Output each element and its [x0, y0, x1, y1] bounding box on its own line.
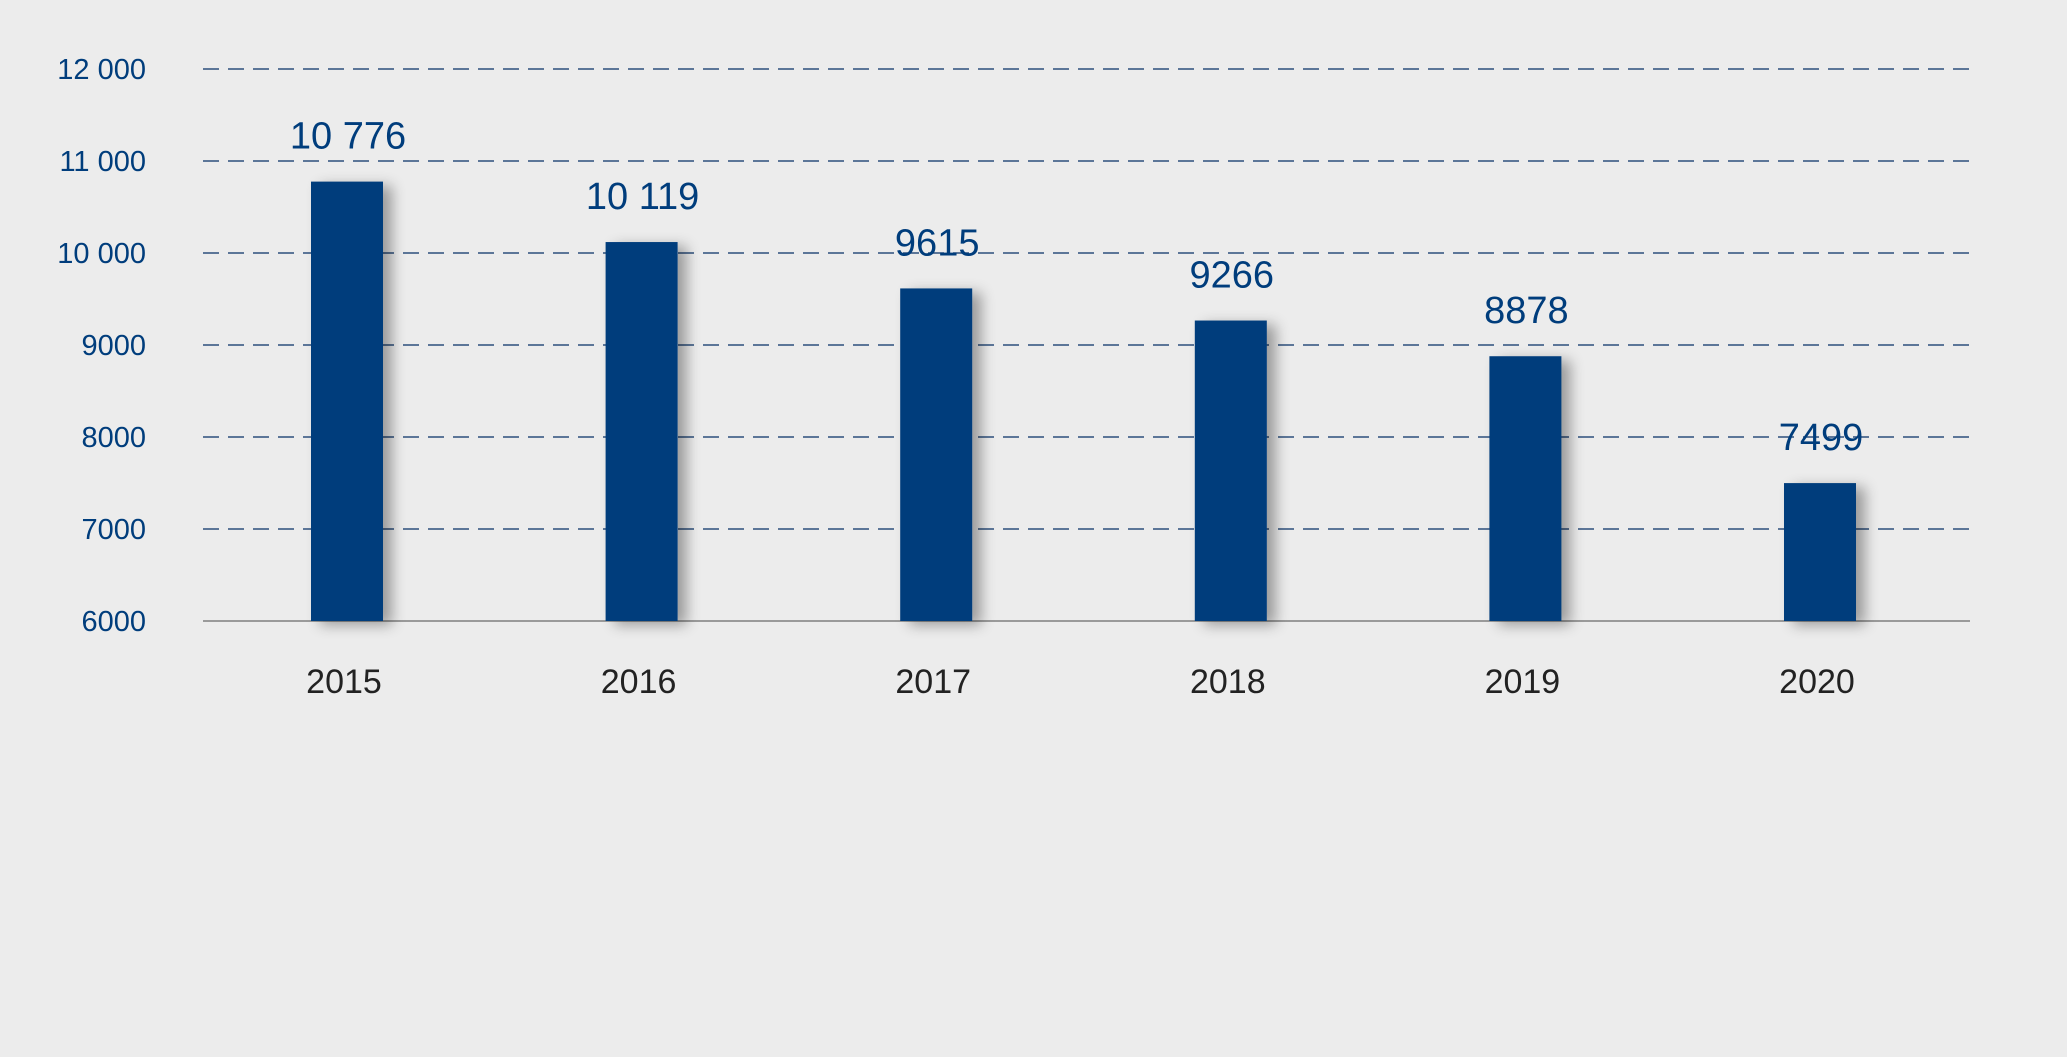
bars	[311, 181, 1856, 621]
data-label: 7499	[1779, 417, 1864, 459]
x-tick-label: 2020	[1779, 663, 1855, 701]
bar	[311, 181, 383, 621]
data-label: 10 119	[586, 176, 699, 218]
axes: 6000 7000 8000 9000 10 000 11 000 12 000 2015 20…	[57, 54, 1970, 701]
x-tick-label: 2017	[895, 663, 971, 701]
data-label: 9266	[1190, 255, 1275, 297]
y-tick-label: 6000	[81, 606, 146, 638]
y-tick-label: 12 000	[57, 54, 146, 86]
data-labels: 10 776 10 119 9615 9266 8878 7499	[290, 116, 1863, 459]
y-tick-label: 8000	[81, 422, 146, 454]
y-tick-label: 11 000	[59, 146, 146, 178]
gridlines	[203, 68, 1970, 530]
x-tick-label: 2015	[306, 663, 382, 701]
bar	[1489, 356, 1562, 621]
y-tick-label: 7000	[81, 514, 146, 546]
x-tick-label: 2016	[601, 663, 677, 701]
bar	[605, 242, 678, 621]
y-tick-label: 9000	[81, 330, 146, 362]
bar	[1784, 483, 1856, 621]
bar	[900, 288, 973, 621]
data-label: 8878	[1484, 290, 1569, 332]
data-label: 10 776	[290, 116, 406, 158]
x-tick-label: 2018	[1190, 663, 1266, 701]
bar	[1194, 320, 1267, 621]
x-tick-label: 2019	[1485, 663, 1561, 701]
data-label: 9615	[895, 222, 980, 264]
y-tick-label: 10 000	[57, 238, 146, 270]
